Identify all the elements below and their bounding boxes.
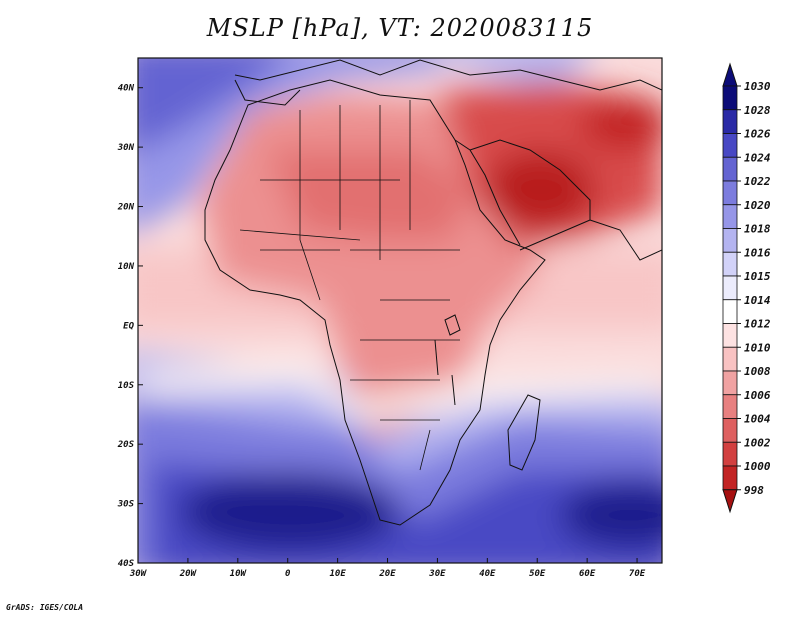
coastlines (204, 59, 662, 526)
y-tick-label: 10N (118, 262, 135, 272)
colorbar-label: 1022 (744, 175, 771, 188)
colorbar-swatch (722, 394, 738, 419)
x-tick-label: 0 (285, 569, 291, 579)
country-borders (239, 100, 460, 471)
colorbar-swatch (722, 133, 738, 158)
lake-victoria (444, 314, 461, 336)
colorbar-label: 1016 (744, 246, 771, 259)
colorbar-swatch (722, 346, 738, 372)
y-tick-label: 20N (117, 203, 135, 213)
colorbar-label: 1002 (744, 436, 771, 449)
x-tick-label: 20W (179, 569, 198, 579)
grads-credit: GrADS: IGES/COLA (6, 603, 84, 612)
europe-coast (234, 59, 662, 91)
gulf-coast (589, 219, 662, 261)
lake-tanganyika (434, 339, 439, 376)
colorbar-swatch (722, 228, 738, 253)
arabian-peninsula (469, 139, 591, 251)
y-tick-label: 10S (118, 381, 135, 391)
colorbar-swatch (722, 465, 738, 491)
colorbar-label: 1018 (744, 223, 771, 236)
chart-title: MSLP [hPa], VT: 2020083115 (206, 14, 594, 42)
colorbar-swatch (722, 251, 738, 277)
x-axis: 30W 20W 10W 0 10E 20E 30E 40E 50E 60E 70E (129, 558, 646, 579)
pressure-field (138, 58, 662, 563)
colorbar-label: 1020 (744, 199, 771, 212)
colorbar-label: 1012 (744, 318, 771, 331)
x-tick-label: 40E (479, 569, 496, 579)
colorbar-swatch (722, 323, 738, 348)
colorbar-label: 1010 (744, 341, 771, 354)
colorbar-label: 1028 (744, 104, 771, 117)
x-tick-label: 70E (629, 569, 646, 579)
y-tick-label: 30S (117, 500, 135, 510)
lake-malawi (451, 374, 456, 406)
colorbar-swatch (722, 299, 738, 324)
colorbar: 1030 1028 1026 1024 1022 1020 1018 1016 1015 1014… (722, 62, 771, 514)
colorbar-label: 1000 (744, 460, 771, 473)
colorbar-label: 1026 (744, 128, 771, 141)
y-tick-label: 30N (117, 143, 135, 153)
colorbar-label: 1006 (744, 389, 771, 402)
africa-coastline (204, 79, 546, 526)
x-tick-label: 30E (428, 569, 446, 579)
colorbar-label: 1004 (744, 413, 771, 426)
colorbar-label: 1014 (744, 294, 771, 307)
colorbar-max-arrow (722, 62, 738, 87)
colorbar-swatch (722, 275, 738, 301)
colorbar-label: 998 (744, 484, 764, 497)
y-tick-label: 40N (118, 84, 135, 94)
colorbar-label: 1024 (744, 151, 771, 164)
colorbar-swatch (722, 204, 738, 229)
y-tick-label: EQ (123, 321, 134, 331)
x-tick-label: 20E (378, 569, 396, 579)
colorbar-swatch (722, 441, 738, 467)
y-tick-label: 40S (118, 559, 135, 569)
x-tick-label: 50E (529, 569, 546, 579)
colorbar-min-arrow (722, 489, 738, 514)
colorbar-label: 1015 (744, 270, 771, 283)
colorbar-swatch (722, 85, 738, 111)
x-tick-label: 60E (579, 569, 596, 579)
colorbar-swatch (722, 418, 738, 443)
colorbar-label: 1008 (744, 365, 771, 378)
colorbar-swatch (722, 180, 738, 206)
x-tick-label: 10W (230, 569, 248, 579)
plot-frame (137, 57, 663, 564)
colorbar-swatch (722, 370, 738, 396)
red-sea-coast (454, 139, 521, 246)
colorbar-swatch (722, 156, 738, 182)
madagascar (507, 394, 541, 471)
x-tick-label: 10E (329, 569, 346, 579)
colorbar-swatch (722, 109, 738, 134)
y-tick-label: 20S (117, 440, 135, 450)
y-axis: 40N 30N 20N 10N EQ 10S 20S 30S 40S (117, 84, 143, 569)
colorbar-label: 1030 (744, 80, 771, 93)
x-tick-label: 30W (129, 569, 148, 579)
iberia-coast (234, 79, 301, 106)
